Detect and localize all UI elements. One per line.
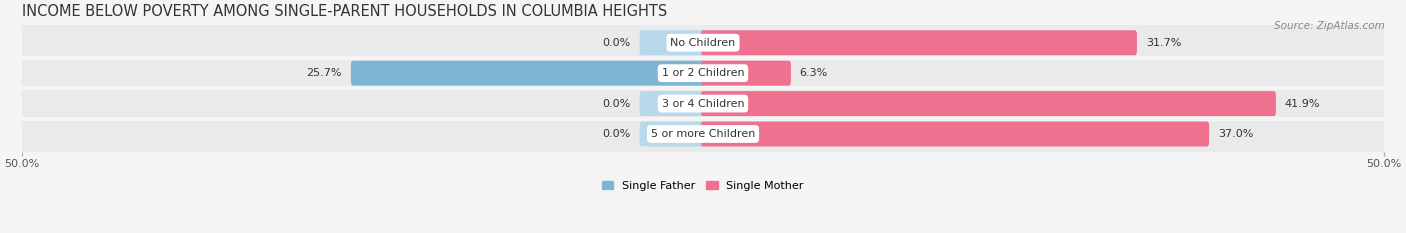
FancyBboxPatch shape <box>640 91 704 116</box>
FancyBboxPatch shape <box>702 61 792 86</box>
Text: 25.7%: 25.7% <box>307 68 342 78</box>
FancyBboxPatch shape <box>702 30 1137 55</box>
FancyBboxPatch shape <box>18 21 1388 64</box>
Text: 0.0%: 0.0% <box>603 129 631 139</box>
FancyBboxPatch shape <box>640 122 704 147</box>
Text: 37.0%: 37.0% <box>1218 129 1253 139</box>
FancyBboxPatch shape <box>18 82 1388 125</box>
Text: 0.0%: 0.0% <box>603 99 631 109</box>
Text: INCOME BELOW POVERTY AMONG SINGLE-PARENT HOUSEHOLDS IN COLUMBIA HEIGHTS: INCOME BELOW POVERTY AMONG SINGLE-PARENT… <box>21 4 666 19</box>
FancyBboxPatch shape <box>702 91 1275 116</box>
Text: 41.9%: 41.9% <box>1285 99 1320 109</box>
Legend: Single Father, Single Mother: Single Father, Single Mother <box>598 176 808 195</box>
Text: 31.7%: 31.7% <box>1146 38 1181 48</box>
FancyBboxPatch shape <box>640 30 704 55</box>
Text: 3 or 4 Children: 3 or 4 Children <box>662 99 744 109</box>
FancyBboxPatch shape <box>352 61 704 86</box>
Text: No Children: No Children <box>671 38 735 48</box>
FancyBboxPatch shape <box>18 51 1388 95</box>
FancyBboxPatch shape <box>18 112 1388 156</box>
FancyBboxPatch shape <box>702 122 1209 147</box>
Text: Source: ZipAtlas.com: Source: ZipAtlas.com <box>1274 21 1385 31</box>
Text: 0.0%: 0.0% <box>603 38 631 48</box>
Text: 1 or 2 Children: 1 or 2 Children <box>662 68 744 78</box>
Text: 6.3%: 6.3% <box>800 68 828 78</box>
Text: 5 or more Children: 5 or more Children <box>651 129 755 139</box>
